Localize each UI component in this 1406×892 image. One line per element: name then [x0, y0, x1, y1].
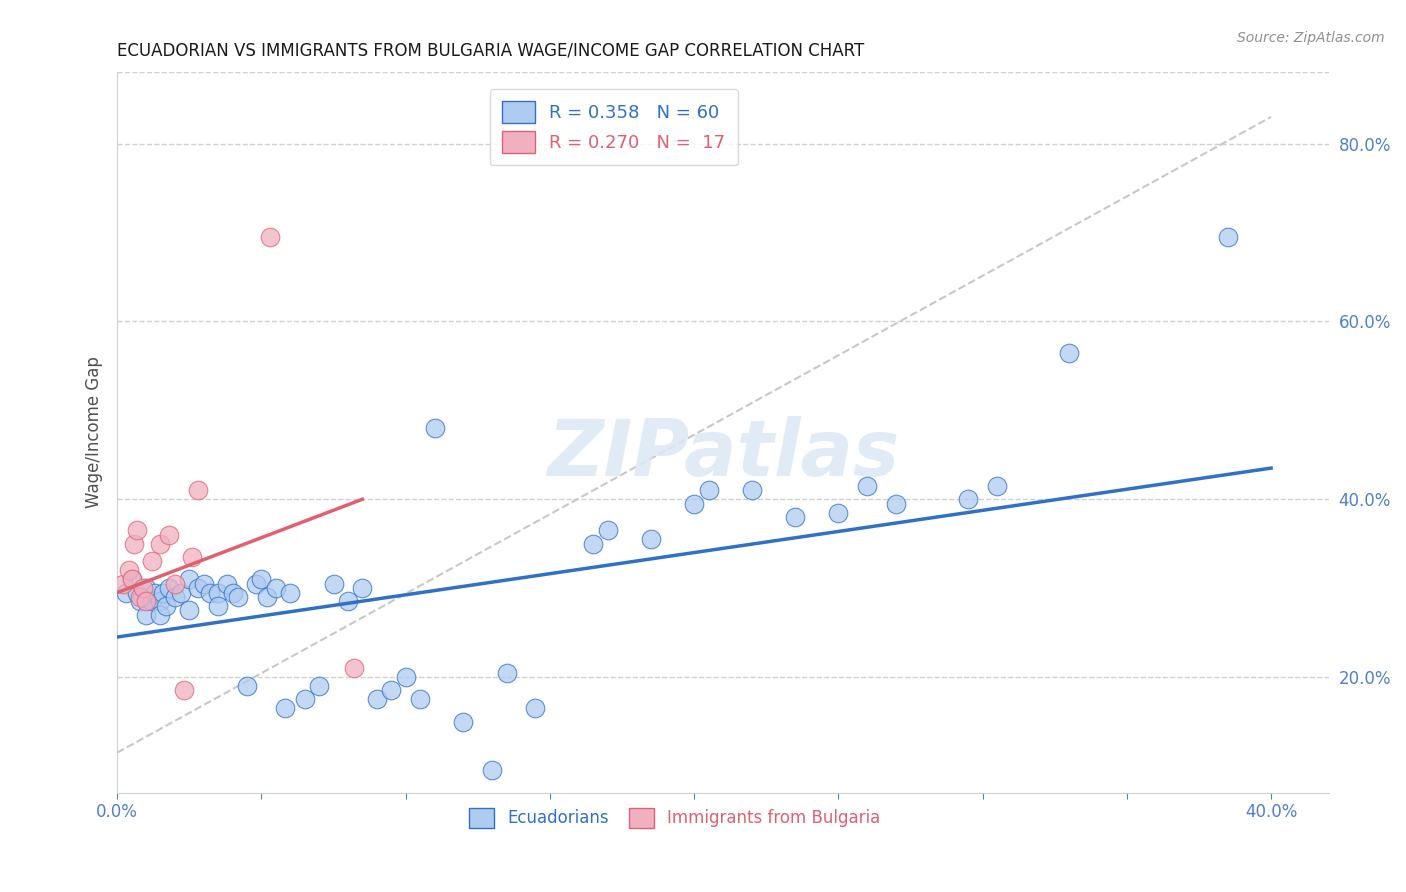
Point	[264, 581, 287, 595]
Point	[256, 590, 278, 604]
Point	[163, 576, 186, 591]
Point	[343, 661, 366, 675]
Point	[173, 683, 195, 698]
Point	[152, 585, 174, 599]
Point	[169, 585, 191, 599]
Point	[149, 607, 172, 622]
Point	[198, 585, 221, 599]
Point	[149, 594, 172, 608]
Point	[179, 603, 201, 617]
Point	[155, 599, 177, 613]
Point	[245, 576, 267, 591]
Point	[409, 692, 432, 706]
Point	[132, 581, 155, 595]
Point	[683, 497, 706, 511]
Point	[423, 421, 446, 435]
Point	[127, 585, 149, 599]
Point	[827, 506, 849, 520]
Point	[181, 549, 204, 564]
Point	[193, 576, 215, 591]
Point	[250, 572, 273, 586]
Text: ZIPatlas: ZIPatlas	[547, 417, 898, 492]
Point	[741, 483, 763, 498]
Point	[135, 607, 157, 622]
Point	[1216, 230, 1239, 244]
Point	[640, 533, 662, 547]
Point	[124, 537, 146, 551]
Point	[986, 479, 1008, 493]
Point	[856, 479, 879, 493]
Point	[207, 585, 229, 599]
Point	[380, 683, 402, 698]
Point	[143, 585, 166, 599]
Point	[278, 585, 301, 599]
Point	[121, 572, 143, 586]
Point	[395, 670, 418, 684]
Point	[187, 581, 209, 595]
Point	[697, 483, 720, 498]
Point	[228, 590, 250, 604]
Point	[957, 492, 980, 507]
Point	[481, 764, 503, 778]
Point	[273, 701, 295, 715]
Text: ECUADORIAN VS IMMIGRANTS FROM BULGARIA WAGE/INCOME GAP CORRELATION CHART: ECUADORIAN VS IMMIGRANTS FROM BULGARIA W…	[117, 42, 865, 60]
Legend: Ecuadorians, Immigrants from Bulgaria: Ecuadorians, Immigrants from Bulgaria	[463, 801, 887, 835]
Point	[207, 599, 229, 613]
Point	[582, 537, 605, 551]
Point	[149, 537, 172, 551]
Point	[129, 594, 152, 608]
Point	[157, 528, 180, 542]
Text: Source: ZipAtlas.com: Source: ZipAtlas.com	[1237, 31, 1385, 45]
Point	[495, 665, 517, 680]
Point	[129, 590, 152, 604]
Point	[294, 692, 316, 706]
Y-axis label: Wage/Income Gap: Wage/Income Gap	[86, 357, 103, 508]
Point	[127, 524, 149, 538]
Point	[141, 594, 163, 608]
Point	[157, 581, 180, 595]
Point	[179, 572, 201, 586]
Point	[141, 554, 163, 568]
Point	[221, 585, 243, 599]
Point	[336, 594, 359, 608]
Point	[236, 679, 259, 693]
Point	[352, 581, 374, 595]
Point	[187, 483, 209, 498]
Point	[118, 563, 141, 577]
Point	[215, 576, 238, 591]
Point	[785, 510, 807, 524]
Point	[453, 714, 475, 729]
Point	[115, 585, 138, 599]
Point	[322, 576, 344, 591]
Point	[135, 581, 157, 595]
Point	[884, 497, 907, 511]
Point	[259, 230, 281, 244]
Point	[366, 692, 388, 706]
Point	[163, 590, 186, 604]
Point	[596, 524, 619, 538]
Point	[308, 679, 330, 693]
Point	[1057, 345, 1080, 359]
Point	[135, 594, 157, 608]
Point	[111, 576, 134, 591]
Point	[121, 572, 143, 586]
Point	[524, 701, 547, 715]
